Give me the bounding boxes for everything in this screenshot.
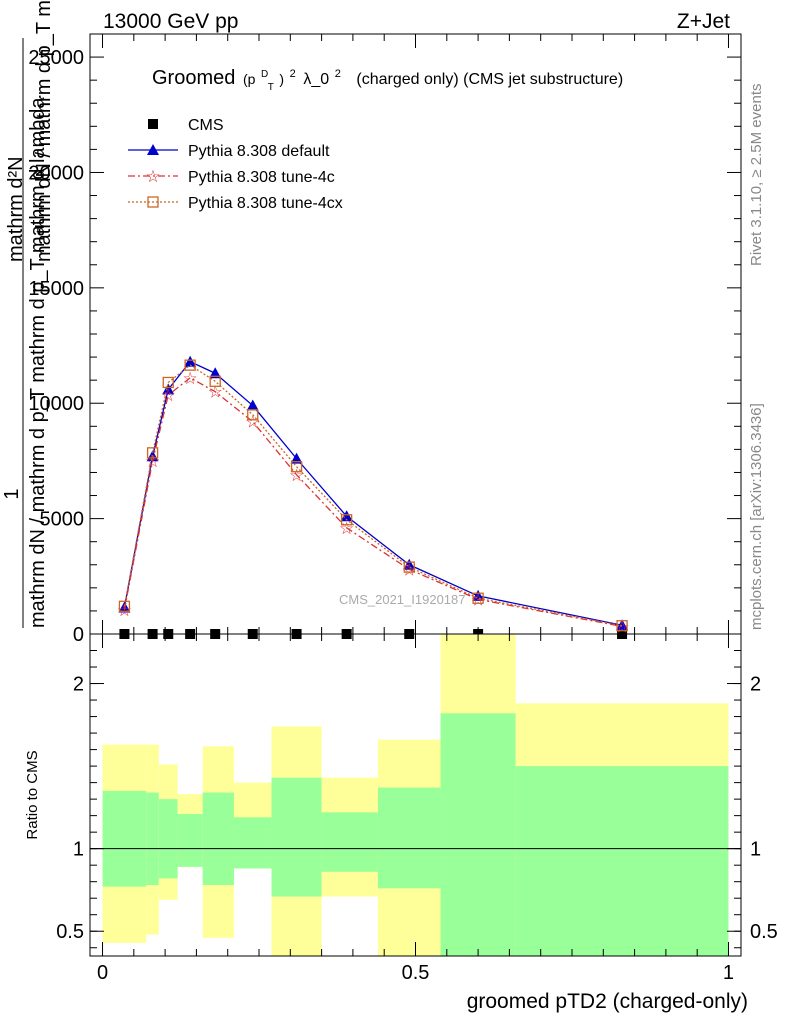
- header-right: Z+Jet: [677, 10, 730, 33]
- ratio-green-band: [202, 792, 234, 885]
- tune4cx-point: [118, 600, 131, 612]
- default-point: [246, 399, 259, 411]
- main-series: ☆☆☆☆☆☆☆☆☆☆☆: [117, 355, 630, 639]
- tune4cx-point: [146, 447, 159, 459]
- legend: CMS Pythia 8.308 default ☆ Pythia 8.308 …: [128, 117, 343, 212]
- main-ytick-label: 0: [73, 624, 84, 646]
- legend-marker-cms: [148, 119, 158, 129]
- title-suffix: (charged only) (CMS jet substructure): [356, 71, 623, 88]
- default-point: [162, 383, 175, 395]
- ylabel-den2: mathrm dN / mathrm d p_T mathrm d p_T ma…: [33, 0, 55, 262]
- ratio-green-band: [158, 799, 178, 879]
- tune4c-point: ☆: [161, 386, 176, 405]
- legend-label-cms: CMS: [188, 117, 224, 134]
- x-ticks: 0 0.5 1: [97, 634, 734, 984]
- ratio-yticks: 0.5 0.5 1 1 2 2: [56, 650, 778, 949]
- ratio-green-band: [515, 766, 729, 956]
- legend-marker-tune4cx: [147, 196, 159, 208]
- tune4c-point: ☆: [245, 413, 260, 432]
- main-ylabel: mathrm d²N mathrm dN / mathrm d p_T math…: [1, 0, 55, 628]
- main-ytick-label: 25000: [28, 47, 84, 69]
- tune4cx-point: [403, 561, 415, 573]
- main-ytick-label: 20000: [28, 162, 84, 184]
- xtick-label: 0: [97, 962, 108, 984]
- series-line-3: [123, 364, 623, 627]
- legend-marker-default: [147, 144, 159, 155]
- watermark: CMS_2021_I1920187: [339, 592, 466, 607]
- default-point: [340, 510, 353, 522]
- default-point: [472, 589, 485, 601]
- tune4cx-point: [209, 375, 221, 387]
- tune4cx-point: [472, 592, 484, 604]
- ratio-ytick-label: 0.5: [56, 921, 84, 943]
- tune4cx-point: [162, 376, 174, 389]
- tune4c-point: ☆: [614, 617, 629, 636]
- ratio-bands: [102, 634, 729, 956]
- x-axis-label: groomed pTD2 (charged-only): [467, 990, 748, 1013]
- default-point: [209, 367, 222, 379]
- main-ytick-label: 5000: [40, 509, 85, 531]
- tune4c-point: ☆: [339, 519, 354, 538]
- series-line-2: [123, 377, 623, 628]
- legend-label-tune4c: Pythia 8.308 tune-4c: [188, 169, 335, 186]
- rivet-label: Rivet 3.1.10, ≥ 2.5M events: [748, 84, 765, 267]
- ratio-ylabel: Ratio to CMS: [24, 750, 41, 839]
- main-yticks: 0 5000 10000 15000 20000 25000: [28, 33, 741, 646]
- ratio-green-band: [377, 787, 441, 889]
- ratio-green-band: [102, 790, 147, 887]
- ratio-green-band: [321, 812, 378, 872]
- svg-text:Groomed (p D: Groomed (p D T ) 2 λ_0 2 (charged only) …: [152, 60, 623, 95]
- tune4c-point: ☆: [470, 590, 485, 609]
- ratio-green-band: [177, 813, 203, 867]
- main-ytick-label: 15000: [28, 278, 84, 300]
- tune4cx-point: [247, 409, 259, 421]
- ratio-ytick-label: 1: [73, 839, 84, 861]
- header-left: 13000 GeV pp: [103, 10, 238, 33]
- ratio-ytick-label-right: 0.5: [750, 921, 778, 943]
- ylabel-den: mathrm dN / mathrm d p_T mathrm d p_T ma…: [27, 97, 49, 628]
- ratio-ytick-label: 2: [73, 674, 84, 696]
- mcplots-label: mcplots.cern.ch [arXiv:1306.3436]: [748, 403, 765, 630]
- main-ytick-label: 10000: [28, 393, 84, 415]
- title-sup-2b: 2: [335, 68, 341, 80]
- title-close: ): [279, 71, 284, 87]
- legend-label-tune4cx: Pythia 8.308 tune-4cx: [188, 195, 343, 212]
- title-lambda: λ_0: [303, 71, 329, 88]
- tune4c-point: ☆: [208, 383, 223, 402]
- xtick-label: 0.5: [402, 962, 430, 984]
- ratio-green-band: [440, 713, 516, 956]
- ratio-ytick-label-right: 1: [750, 839, 761, 861]
- tune4cx-point: [340, 514, 353, 526]
- ratio-ytick-label-right: 2: [750, 674, 761, 696]
- title-sup-d: D: [261, 69, 268, 80]
- ratio-panel: 0.5 0.51 12 2 0 0.5 1: [56, 633, 778, 984]
- tune4c-point: ☆: [117, 601, 132, 620]
- legend-label-default: Pythia 8.308 default: [188, 143, 330, 160]
- title-sub-t: T: [268, 82, 274, 93]
- xtick-label: 1: [723, 962, 734, 984]
- ratio-green-band: [271, 777, 322, 897]
- default-point: [184, 355, 197, 367]
- tune4c-point: ☆: [183, 369, 198, 388]
- tune4c-point: ☆: [145, 452, 160, 471]
- legend-marker-tune4c: ☆: [145, 167, 160, 186]
- ylabel-num2: mathrm d²N: [5, 156, 27, 262]
- title-sup-2: 2: [290, 68, 296, 80]
- ratio-green-band: [146, 792, 159, 885]
- tune4c-point: ☆: [402, 560, 417, 579]
- series-line-1: [123, 360, 623, 626]
- chart-title: Groomed (p D T ) 2 λ_0 2 (charged only) …: [152, 60, 623, 95]
- tune4cx-point: [616, 620, 628, 632]
- title-p: (p: [243, 71, 256, 87]
- default-point: [290, 452, 303, 464]
- main-panel: 0 5000 10000 15000 20000 25000 ☆ ☆ ☆ ☆ ☆ ☆ ☆ ☆ ☆ ☆ ☆ CM…: [28, 33, 742, 646]
- default-point: [616, 619, 629, 631]
- ratio-green-band: [233, 817, 272, 869]
- tune4cx-point: [184, 359, 196, 371]
- tune4cx-point: [290, 461, 303, 473]
- ylabel-num: 1: [1, 488, 23, 499]
- title-prefix: Groomed: [152, 67, 235, 89]
